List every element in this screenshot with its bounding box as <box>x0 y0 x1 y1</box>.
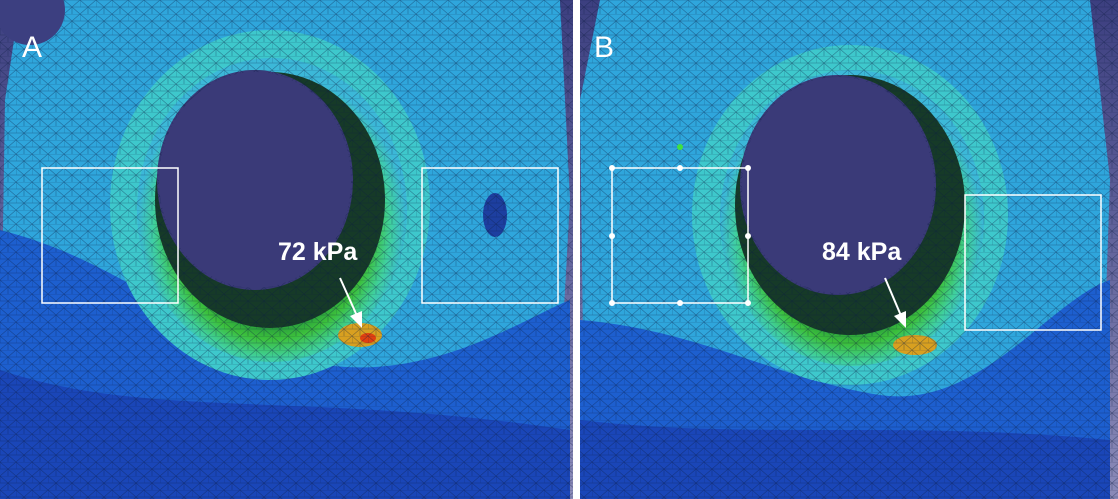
stress-annotation: 84 kPa <box>822 238 902 266</box>
stress-annotation: 72 kPa <box>278 238 358 266</box>
panel-b: B 84 kPa <box>580 0 1118 499</box>
panel-a: A 72 kPa <box>0 0 573 499</box>
panel-label: B <box>594 31 614 64</box>
panel-label: A <box>22 31 42 64</box>
figure: A 72 kPa B 84 kPa <box>0 0 1118 499</box>
